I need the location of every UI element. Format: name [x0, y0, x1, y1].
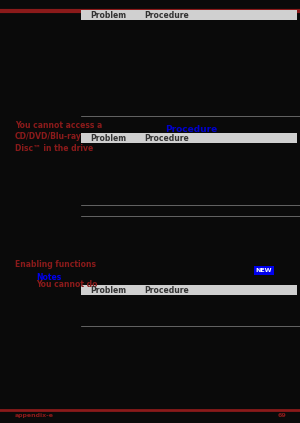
Text: Problem: Problem: [90, 11, 126, 20]
Text: Procedure: Procedure: [165, 124, 217, 134]
Text: You cannot access a
CD/DVD/Blu-ray
Disc™ in the drive: You cannot access a CD/DVD/Blu-ray Disc™…: [15, 121, 102, 153]
FancyBboxPatch shape: [81, 133, 297, 143]
Text: Procedure: Procedure: [144, 134, 189, 143]
Text: Problem: Problem: [90, 286, 126, 295]
Text: You cannot do: You cannot do: [36, 280, 98, 289]
Text: Enabling functions: Enabling functions: [15, 260, 96, 269]
FancyBboxPatch shape: [81, 10, 297, 20]
Text: NEW: NEW: [256, 268, 272, 273]
Text: Procedure: Procedure: [144, 11, 189, 20]
Text: Problem: Problem: [90, 134, 126, 143]
Text: 69: 69: [278, 413, 286, 418]
Text: appendix-e: appendix-e: [15, 413, 54, 418]
Text: Notes: Notes: [36, 272, 61, 282]
Text: Procedure: Procedure: [144, 286, 189, 295]
FancyBboxPatch shape: [81, 285, 297, 295]
